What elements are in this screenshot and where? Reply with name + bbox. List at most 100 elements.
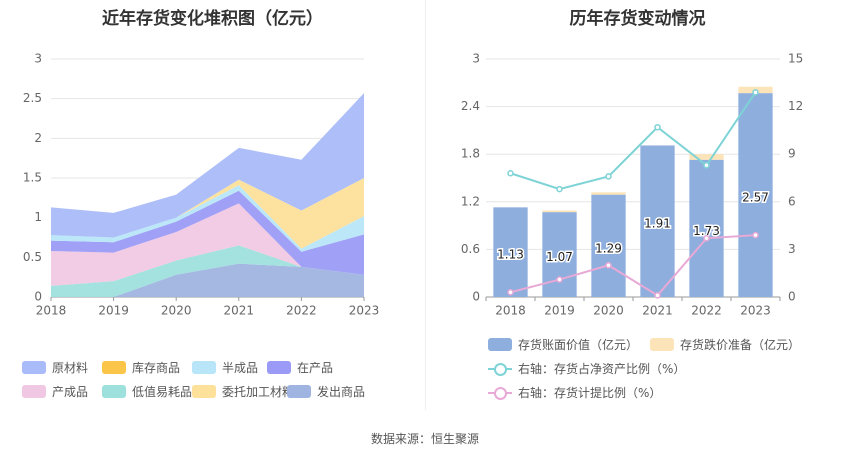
right-y2-tick-label: 12 xyxy=(788,99,803,113)
right-y-tick-label: 1.2 xyxy=(461,194,480,208)
right-y2-tick-label: 9 xyxy=(788,147,796,161)
legend-item-原材料[interactable]: 原材料 xyxy=(22,359,88,376)
line-point xyxy=(507,169,514,177)
left-chart-title: 近年存货变化堆积图（亿元） xyxy=(102,9,323,29)
legend-swatch xyxy=(488,386,512,400)
panel-divider xyxy=(425,0,426,410)
bar-data-label: 1.07 xyxy=(546,250,573,264)
legend-item-右轴：存货占净资产比例（%）[interactable]: 右轴：存货占净资产比例（%） xyxy=(488,360,685,377)
legend-swatch xyxy=(488,362,512,376)
legend-label: 在产品 xyxy=(297,361,334,375)
legend-label: 原材料 xyxy=(52,361,89,375)
right-chart-title: 历年存货变动情况 xyxy=(569,9,706,29)
line-point xyxy=(752,231,759,239)
legend-swatch xyxy=(102,385,126,398)
bar-book-value xyxy=(591,194,626,297)
left-x-tick-label: 2021 xyxy=(224,304,255,318)
line-point xyxy=(605,173,612,180)
left-y-tick-label: 1.5 xyxy=(23,171,42,185)
right-y-tick-label: 0.6 xyxy=(461,242,480,256)
data-source: 数据来源：恒生聚源 xyxy=(370,432,479,446)
left-x-tick-label: 2019 xyxy=(98,304,129,318)
area-series-低值易耗品 xyxy=(51,245,364,297)
left-y-tick-label: 2.5 xyxy=(23,91,42,105)
right-x-tick-label: 2018 xyxy=(495,304,526,318)
bar-data-label: 1.91 xyxy=(644,217,671,231)
legend-label: 存货账面价值（亿元） xyxy=(518,338,639,352)
legend-item-右轴：存货计提比例（%）[interactable]: 右轴：存货计提比例（%） xyxy=(488,384,661,401)
line-point xyxy=(654,292,661,299)
left-y-tick-label: 3 xyxy=(34,52,42,66)
legend-swatch xyxy=(22,385,46,398)
line-point xyxy=(556,276,563,283)
line-series-右轴：存货计提比例（%） xyxy=(510,234,756,297)
line-point xyxy=(507,288,514,296)
legend-label: 产成品 xyxy=(52,385,89,399)
right-x-tick-label: 2021 xyxy=(642,304,673,318)
legend-swatch xyxy=(192,385,216,398)
bar-data-label: 2.57 xyxy=(742,191,769,205)
area-series-发出商品 xyxy=(51,263,364,297)
bar-data-label: 1.13 xyxy=(497,248,524,262)
left-y-tick-label: 1 xyxy=(34,210,42,224)
legend-item-存货跌价准备（亿元）[interactable]: 存货跌价准备（亿元） xyxy=(650,336,800,353)
area-series-原材料 xyxy=(51,93,364,238)
right-y2-tick-label: 0 xyxy=(788,290,796,304)
bar-book-value xyxy=(640,145,675,297)
left-y-tick-label: 0 xyxy=(34,290,42,304)
bar-impairment xyxy=(542,210,577,213)
legend-item-委托加工材料[interactable]: 委托加工材料 xyxy=(192,383,294,400)
right-y-tick-label: 1.8 xyxy=(461,147,480,161)
bar-data-label: 1.29 xyxy=(595,241,622,255)
right-x-tick-label: 2023 xyxy=(740,304,771,318)
line-point xyxy=(654,123,661,131)
legend-label: 库存商品 xyxy=(132,361,181,375)
left-y-tick-label: 0.5 xyxy=(23,250,42,264)
right-x-tick-label: 2022 xyxy=(691,304,722,318)
legend-swatch xyxy=(102,361,126,374)
right-y-tick-label: 2.4 xyxy=(461,99,480,113)
left-y-tick-label: 2 xyxy=(34,131,42,145)
legend-item-半成品[interactable]: 半成品 xyxy=(192,359,258,376)
left-x-tick-label: 2023 xyxy=(349,304,380,318)
bar-data-label: 1.73 xyxy=(693,224,720,238)
line-point xyxy=(703,235,710,242)
bar-book-value xyxy=(689,159,724,297)
legend-item-库存商品[interactable]: 库存商品 xyxy=(102,359,180,376)
bar-impairment xyxy=(689,154,724,160)
legend-label: 低值易耗品 xyxy=(132,385,193,399)
right-x-tick-label: 2019 xyxy=(544,304,575,318)
area-series-半成品 xyxy=(51,185,364,252)
line-point xyxy=(605,262,612,269)
bar-impairment xyxy=(591,192,626,195)
line-point xyxy=(703,162,710,169)
right-y-tick-label: 3 xyxy=(472,52,480,66)
legend-label: 发出商品 xyxy=(317,385,366,399)
area-series-在产品 xyxy=(51,190,364,275)
legend-label: 右轴：存货计提比例（%） xyxy=(518,386,662,400)
left-x-tick-label: 2020 xyxy=(161,304,192,318)
right-y2-tick-label: 15 xyxy=(788,52,803,66)
legend-item-低值易耗品[interactable]: 低值易耗品 xyxy=(102,383,192,400)
chart-canvas: 0 0.5 1 1.5 2 2.5 3 2018 2019 2020 2021 2022 2023 0 0.… xyxy=(23,52,803,318)
right-y2-tick-label: 3 xyxy=(788,242,796,256)
bar-book-value xyxy=(738,93,773,297)
left-x-tick-label: 2018 xyxy=(36,304,67,318)
legend-item-在产品[interactable]: 在产品 xyxy=(267,359,333,376)
legend-swatch xyxy=(22,361,46,374)
line-point xyxy=(556,185,563,193)
bar-book-value xyxy=(493,207,528,297)
right-y2-tick-label: 6 xyxy=(788,194,796,208)
line-point xyxy=(752,89,759,96)
legend-item-发出商品[interactable]: 发出商品 xyxy=(287,383,365,400)
legend-item-存货账面价值（亿元）[interactable]: 存货账面价值（亿元） xyxy=(488,336,638,353)
legend-swatch xyxy=(287,385,311,398)
legend-item-产成品[interactable]: 产成品 xyxy=(22,383,88,400)
legend-swatch xyxy=(488,338,512,351)
legend-swatch xyxy=(192,361,216,374)
area-series-产成品 xyxy=(51,203,364,286)
legend-label: 右轴：存货占净资产比例（%） xyxy=(518,362,686,376)
left-x-tick-label: 2022 xyxy=(286,304,317,318)
right-x-tick-label: 2020 xyxy=(593,304,624,318)
legend-swatch xyxy=(267,361,291,374)
